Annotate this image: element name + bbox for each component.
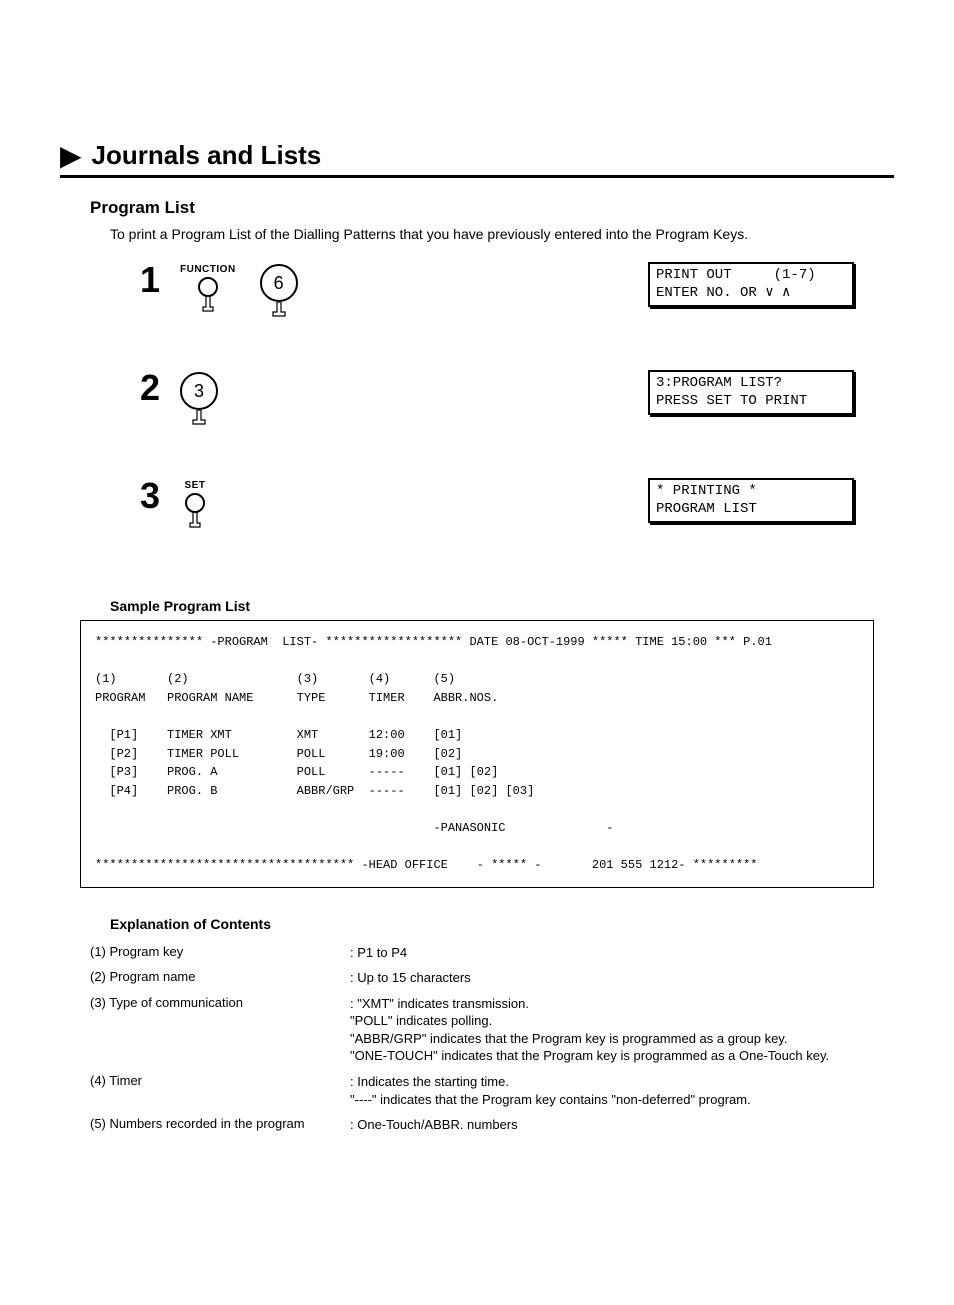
hand-press-icon bbox=[268, 302, 290, 318]
display-line: ENTER NO. OR ∨ ∧ bbox=[656, 285, 790, 301]
section-heading: Program List bbox=[90, 198, 894, 218]
step-icons: SET bbox=[180, 478, 460, 531]
explanation-list: (1) Program key : P1 to P4 (2) Program n… bbox=[90, 944, 894, 1134]
hand-press-icon bbox=[188, 410, 210, 426]
explanation-row: (2) Program name : Up to 15 characters bbox=[90, 969, 894, 987]
explanation-value: : Up to 15 characters bbox=[350, 969, 894, 987]
step-row: 2 3 3:PROGRAM LIST? PRESS SET TO PRINT bbox=[140, 370, 854, 460]
explanation-value: : "XMT" indicates transmission. "POLL" i… bbox=[350, 995, 894, 1065]
steps-list: 1 FUNCTION 6 PRINT OUT (1-7) ENTER NO bbox=[140, 262, 854, 568]
page: ▶ Journals and Lists Program List To pri… bbox=[0, 0, 954, 1305]
display-line: 3:PROGRAM LIST? bbox=[656, 375, 782, 391]
lcd-display: PRINT OUT (1-7) ENTER NO. OR ∨ ∧ bbox=[648, 262, 854, 307]
explanation-row: (4) Timer : Indicates the starting time.… bbox=[90, 1073, 894, 1108]
step-row: 1 FUNCTION 6 PRINT OUT (1-7) ENTER NO bbox=[140, 262, 854, 352]
key-label: 3 bbox=[194, 381, 204, 402]
step-icons: FUNCTION 6 bbox=[180, 262, 460, 318]
explanation-key: (2) Program name bbox=[90, 969, 350, 987]
key-circle: 3 bbox=[180, 372, 218, 410]
explanation-key: (1) Program key bbox=[90, 944, 350, 962]
lcd-display: * PRINTING * PROGRAM LIST bbox=[648, 478, 854, 523]
display-line: PROGRAM LIST bbox=[656, 501, 757, 517]
step-icons: 3 bbox=[180, 370, 460, 426]
title-row: ▶ Journals and Lists bbox=[60, 140, 894, 178]
function-button-group: FUNCTION bbox=[180, 264, 236, 315]
explanation-row: (5) Numbers recorded in the program : On… bbox=[90, 1116, 894, 1134]
display-line: * PRINTING * bbox=[656, 483, 757, 499]
explanation-key: (3) Type of communication bbox=[90, 995, 350, 1065]
explanation-row: (3) Type of communication : "XMT" indica… bbox=[90, 995, 894, 1065]
explanation-value: : Indicates the starting time. "----" in… bbox=[350, 1073, 894, 1108]
press-button-icon bbox=[193, 277, 223, 315]
printout-box: *************** -PROGRAM LIST- *********… bbox=[80, 620, 874, 888]
explanation-heading: Explanation of Contents bbox=[110, 916, 894, 932]
step-number: 1 bbox=[140, 262, 180, 298]
explanation-row: (1) Program key : P1 to P4 bbox=[90, 944, 894, 962]
display-line: PRESS SET TO PRINT bbox=[656, 393, 807, 409]
step-number: 3 bbox=[140, 478, 180, 514]
key-label: 6 bbox=[274, 273, 284, 294]
explanation-value: : P1 to P4 bbox=[350, 944, 894, 962]
triangle-right-icon: ▶ bbox=[60, 142, 82, 170]
set-button-group: SET bbox=[180, 480, 210, 531]
explanation-key: (4) Timer bbox=[90, 1073, 350, 1108]
explanation-key: (5) Numbers recorded in the program bbox=[90, 1116, 350, 1134]
key-3-group: 3 bbox=[180, 372, 218, 426]
set-label: SET bbox=[185, 480, 206, 491]
key-circle: 6 bbox=[260, 264, 298, 302]
press-button-icon bbox=[180, 493, 210, 531]
explanation-value: : One-Touch/ABBR. numbers bbox=[350, 1116, 894, 1134]
display-line: PRINT OUT (1-7) bbox=[656, 267, 816, 283]
sample-heading: Sample Program List bbox=[110, 598, 894, 614]
step-row: 3 SET * PRINTING * PROGRAM LIST bbox=[140, 478, 854, 568]
lcd-display: 3:PROGRAM LIST? PRESS SET TO PRINT bbox=[648, 370, 854, 415]
intro-text: To print a Program List of the Dialling … bbox=[110, 226, 894, 242]
key-6-group: 6 bbox=[260, 264, 298, 318]
page-title: Journals and Lists bbox=[92, 140, 322, 171]
function-label: FUNCTION bbox=[180, 264, 236, 275]
step-number: 2 bbox=[140, 370, 180, 406]
